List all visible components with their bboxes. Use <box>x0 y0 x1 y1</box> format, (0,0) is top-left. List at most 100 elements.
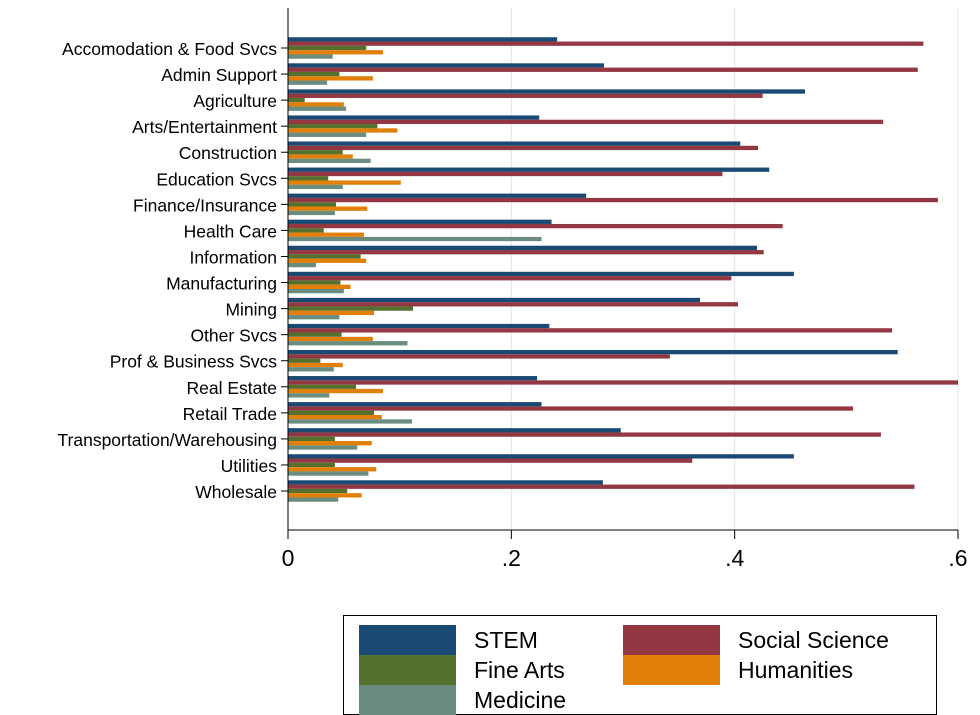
bar-humanities-admin-support <box>288 76 373 81</box>
bar-fine-arts-real-estate <box>288 384 357 389</box>
bar-fine-arts-wholesale <box>288 488 348 494</box>
category-label: Other Svcs <box>190 326 277 346</box>
bar-stem-prof-business-svcs <box>288 349 898 355</box>
category-label: Arts/Entertainment <box>132 117 277 137</box>
category-label: Mining <box>225 300 277 320</box>
legend-label-humanities: Humanities <box>738 656 854 683</box>
legend-item-stem: STEM <box>359 625 538 655</box>
bar-social-science-accomodation-food-svcs <box>288 41 924 46</box>
bar-stem-other-svcs <box>288 323 550 329</box>
bar-humanities-agriculture <box>288 102 344 107</box>
bar-social-science-utilities <box>288 458 693 463</box>
bar-medicine-admin-support <box>288 80 328 85</box>
bar-humanities-health-care <box>288 232 364 237</box>
x-tick-label: 0 <box>282 545 295 571</box>
category-label: Manufacturing <box>166 274 277 294</box>
bar-stem-wholesale <box>288 480 603 485</box>
category-label: Finance/Insurance <box>133 195 277 215</box>
bar-medicine-wholesale <box>288 497 339 502</box>
legend-swatch-stem <box>359 625 456 655</box>
bar-stem-information <box>288 245 757 251</box>
bar-medicine-agriculture <box>288 106 347 111</box>
bar-fine-arts-transportation-warehousing <box>288 436 335 442</box>
bar-social-science-prof-business-svcs <box>288 354 670 359</box>
legend-swatch-humanities <box>623 655 720 685</box>
bar-stem-health-care <box>288 219 552 224</box>
bar-humanities-retail-trade <box>288 414 382 420</box>
category-label: Agriculture <box>193 91 277 111</box>
bar-fine-arts-mining <box>288 306 414 311</box>
bar-humanities-accomodation-food-svcs <box>288 50 383 55</box>
bar-stem-admin-support <box>288 63 605 68</box>
bar-social-science-agriculture <box>288 93 763 98</box>
bar-social-science-health-care <box>288 223 783 229</box>
bar-stem-retail-trade <box>288 402 542 407</box>
legend-label-social-science: Social Science <box>738 626 889 653</box>
bar-stem-utilities <box>288 454 794 459</box>
category-label: Construction <box>179 143 277 163</box>
legend-label-medicine: Medicine <box>474 686 567 713</box>
bars <box>288 37 958 502</box>
bar-humanities-other-svcs <box>288 336 373 342</box>
bar-social-science-transportation-warehousing <box>288 432 881 437</box>
bar-social-science-information <box>288 250 764 255</box>
bar-social-science-wholesale <box>288 484 915 489</box>
bar-stem-real-estate <box>288 376 538 381</box>
bar-social-science-mining <box>288 302 739 307</box>
bar-fine-arts-construction <box>288 150 343 155</box>
bar-social-science-manufacturing <box>288 276 732 281</box>
bar-stem-construction <box>288 141 741 146</box>
bar-medicine-manufacturing <box>288 288 344 294</box>
bar-humanities-transportation-warehousing <box>288 441 372 446</box>
bar-humanities-finance-insurance <box>288 206 368 211</box>
legend-item-fine-arts: Fine Arts <box>359 655 565 685</box>
bar-fine-arts-accomodation-food-svcs <box>288 45 367 51</box>
bar-fine-arts-prof-business-svcs <box>288 358 321 363</box>
bar-medicine-retail-trade <box>288 419 412 424</box>
legend-item-social-science: Social Science <box>623 625 889 655</box>
bar-stem-finance-insurance <box>288 193 587 198</box>
bar-humanities-education-svcs <box>288 180 401 185</box>
bar-humanities-construction <box>288 154 353 159</box>
bar-fine-arts-retail-trade <box>288 410 374 415</box>
gridlines <box>510 8 959 530</box>
x-tick-label: .4 <box>725 545 744 571</box>
bar-humanities-manufacturing <box>288 284 351 289</box>
bar-social-science-education-svcs <box>288 171 723 177</box>
category-label: Accomodation & Food Svcs <box>62 39 277 59</box>
bar-stem-transportation-warehousing <box>288 428 621 433</box>
bar-social-science-other-svcs <box>288 328 893 333</box>
x-tick-labels: 0 .2 .4 .6 <box>282 545 968 571</box>
bar-fine-arts-manufacturing <box>288 280 341 285</box>
category-label: Information <box>189 247 277 267</box>
bar-stem-mining <box>288 297 701 303</box>
category-label: Wholesale <box>195 482 277 502</box>
bar-humanities-arts-entertainment <box>288 128 398 133</box>
bar-medicine-education-svcs <box>288 184 343 190</box>
bar-social-science-real-estate <box>288 380 958 385</box>
bar-stem-manufacturing <box>288 271 794 277</box>
bar-medicine-construction <box>288 158 371 163</box>
bar-fine-arts-admin-support <box>288 71 340 77</box>
category-label: Health Care <box>184 221 277 241</box>
bar-fine-arts-finance-insurance <box>288 202 337 207</box>
bar-stem-education-svcs <box>288 167 770 172</box>
bar-medicine-finance-insurance <box>288 210 335 216</box>
bar-medicine-information <box>288 262 316 268</box>
legend-swatch-medicine <box>359 685 456 715</box>
bar-humanities-information <box>288 258 367 263</box>
legend-label-fine-arts: Fine Arts <box>474 656 565 683</box>
category-label: Transportation/Warehousing <box>57 430 277 450</box>
bar-social-science-arts-entertainment <box>288 119 884 125</box>
category-label: Retail Trade <box>183 404 277 424</box>
bar-fine-arts-utilities <box>288 462 335 468</box>
bar-social-science-construction <box>288 145 759 151</box>
x-tick-label: .6 <box>948 545 967 571</box>
bar-chart: Accomodation & Food Svcs Admin Support Agr… <box>57 8 968 571</box>
bar-medicine-other-svcs <box>288 341 408 346</box>
category-label: Education Svcs <box>156 169 277 189</box>
bar-medicine-arts-entertainment <box>288 132 367 137</box>
legend-swatch-social-science <box>623 625 720 655</box>
bar-fine-arts-agriculture <box>288 97 305 103</box>
bar-stem-agriculture <box>288 89 806 94</box>
